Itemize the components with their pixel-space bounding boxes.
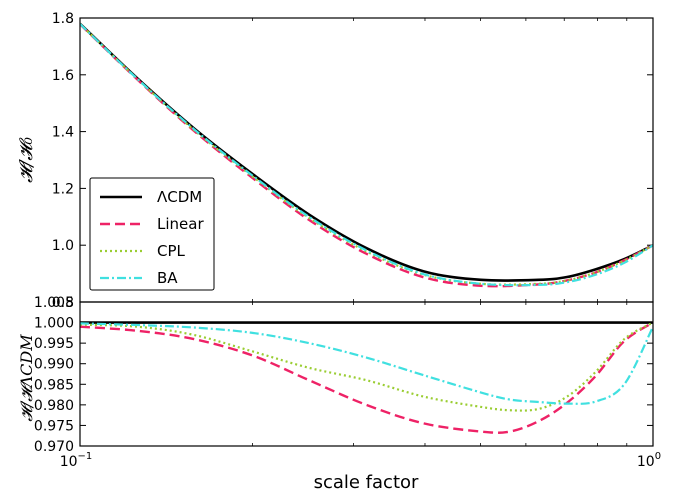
legend-label-linear: Linear — [157, 215, 204, 233]
bottom-series-linear — [80, 321, 653, 434]
bottom-ytick-label: 0.980 — [34, 398, 74, 414]
top-y-axis-label: 𝓗/𝓗₀ — [16, 137, 37, 183]
legend: ΛCDM Linear CPL BA — [89, 177, 215, 291]
xtick-label: 10−1 — [60, 451, 93, 470]
bottom-ytick-label: 1.000 — [34, 316, 74, 332]
top-ytick-label: 0.8 — [52, 295, 74, 311]
top-series-ba — [80, 23, 653, 287]
top-panel: 0.8 1.0 1.2 1.4 1.6 1.8 — [52, 11, 654, 311]
bottom-series-cpl — [80, 321, 653, 412]
bottom-ytick-label: 0.985 — [34, 377, 74, 393]
xtick-label-exponent: −1 — [78, 451, 93, 462]
legend-label-lambda-cdm: ΛCDM — [157, 188, 202, 206]
x-axis-label: scale factor — [314, 472, 419, 493]
legend-label-cpl: CPL — [157, 242, 186, 260]
bottom-ytick-label: 0.970 — [34, 439, 74, 455]
legend-label-ba: BA — [157, 269, 178, 287]
bottom-panel: 0.970 0.975 0.980 0.985 0.990 0.995 1.000 1.005… — [34, 295, 661, 470]
top-ytick-label: 1.6 — [52, 68, 74, 84]
top-ytick-label: 1.8 — [52, 11, 74, 27]
bottom-ytick-label: 0.995 — [34, 336, 74, 352]
bottom-ytick-label: 1.005 — [34, 295, 74, 311]
top-ytick-label: 1.2 — [52, 181, 74, 197]
bottom-y-axis-label: 𝓗/𝓗ΛCDM — [17, 334, 36, 422]
bottom-series-ba — [80, 322, 653, 405]
bottom-ytick-label: 0.975 — [34, 418, 74, 434]
top-series-lambda-cdm — [80, 22, 653, 282]
top-ytick-label: 1.0 — [52, 238, 74, 254]
bottom-axes-frame — [79, 301, 654, 447]
bottom-ytick-label: 0.990 — [34, 357, 74, 373]
xtick-label-base: 10 — [637, 454, 655, 470]
top-series-linear — [80, 23, 653, 288]
xtick-label: 100 — [637, 451, 661, 470]
xtick-label-exponent: 0 — [655, 451, 661, 462]
top-ytick-label: 1.4 — [52, 125, 74, 141]
xtick-label-base: 10 — [60, 454, 78, 470]
legend-box — [89, 177, 215, 291]
